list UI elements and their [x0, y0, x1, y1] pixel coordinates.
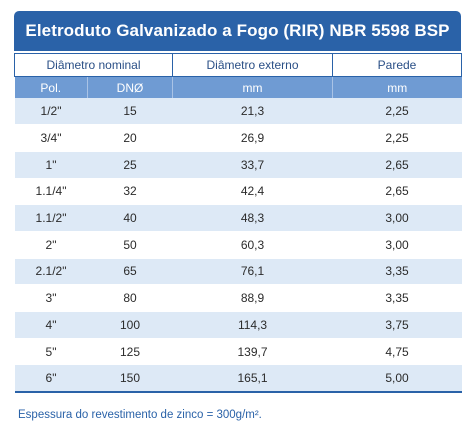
zinc-coating-note: Espessura do revestimento de zinco = 300… — [18, 409, 262, 421]
cell-pol: 4" — [14, 311, 88, 339]
cell-wall: 4,75 — [332, 338, 462, 366]
cell-ext: 165,1 — [172, 364, 333, 393]
cell-wall: 5,00 — [332, 364, 462, 393]
cell-ext: 76,1 — [172, 258, 333, 286]
cell-dn: 80 — [87, 284, 173, 312]
cell-ext: 42,4 — [172, 178, 333, 206]
cell-dn: 40 — [87, 204, 173, 232]
cell-wall: 3,35 — [332, 284, 462, 312]
cell-pol: 5" — [14, 338, 88, 366]
table-row: 1/2" 15 21,3 2,25 — [14, 98, 462, 126]
cell-pol: 3" — [14, 284, 88, 312]
header-diametro-externo: Diâmetro externo — [172, 53, 334, 77]
cell-ext: 48,3 — [172, 204, 333, 232]
table-row: 3/4" 20 26,9 2,25 — [14, 124, 462, 152]
table-row: 6" 150 165,1 5,00 — [14, 364, 462, 393]
cell-ext: 114,3 — [172, 311, 333, 339]
cell-ext: 60,3 — [172, 231, 333, 259]
cell-pol: 2.1/2" — [14, 258, 88, 286]
cell-pol: 1" — [14, 151, 88, 179]
cell-dn: 100 — [87, 311, 173, 339]
cell-ext: 139,7 — [172, 338, 333, 366]
cell-ext: 21,3 — [172, 98, 333, 126]
table-row: 2" 50 60,3 3,00 — [14, 231, 462, 259]
cell-wall: 3,00 — [332, 231, 462, 259]
group-header-row: Diâmetro nominal Diâmetro externo Parede — [13, 53, 463, 77]
cell-ext: 88,9 — [172, 284, 333, 312]
cell-dn: 15 — [87, 98, 173, 126]
table-row: 5" 125 139,7 4,75 — [14, 338, 462, 366]
cell-wall: 3,75 — [332, 311, 462, 339]
cell-pol: 1/2" — [14, 98, 88, 126]
cell-wall: 2,25 — [332, 124, 462, 152]
header-dn: DNØ — [87, 76, 174, 98]
cell-dn: 32 — [87, 178, 173, 206]
table-title: Eletroduto Galvanizado a Fogo (RIR) NBR … — [14, 11, 461, 51]
table-row: 4" 100 114,3 3,75 — [14, 311, 462, 339]
cell-pol: 1.1/2" — [14, 204, 88, 232]
cell-ext: 33,7 — [172, 151, 333, 179]
header-unit-externo: mm — [172, 76, 334, 98]
cell-dn: 150 — [87, 364, 173, 393]
cell-pol: 2" — [14, 231, 88, 259]
cell-wall: 2,65 — [332, 151, 462, 179]
cell-dn: 25 — [87, 151, 173, 179]
table-row: 1.1/4" 32 42,4 2,65 — [14, 178, 462, 206]
table-row: 1.1/2" 40 48,3 3,00 — [14, 204, 462, 232]
header-unit-parede: mm — [332, 76, 462, 98]
spec-table: Diâmetro nominal Diâmetro externo Parede… — [13, 53, 463, 393]
table-row: 2.1/2" 65 76,1 3,35 — [14, 258, 462, 286]
cell-pol: 1.1/4" — [14, 178, 88, 206]
cell-ext: 26,9 — [172, 124, 333, 152]
cell-pol: 6" — [14, 364, 88, 393]
header-pol: Pol. — [14, 76, 88, 98]
table-row: 3" 80 88,9 3,35 — [14, 284, 462, 312]
cell-dn: 20 — [87, 124, 173, 152]
header-diametro-nominal: Diâmetro nominal — [13, 53, 174, 77]
cell-dn: 125 — [87, 338, 173, 366]
cell-wall: 3,35 — [332, 258, 462, 286]
cell-wall: 2,65 — [332, 178, 462, 206]
cell-pol: 3/4" — [14, 124, 88, 152]
header-parede: Parede — [332, 53, 463, 77]
cell-dn: 50 — [87, 231, 173, 259]
cell-dn: 65 — [87, 258, 173, 286]
cell-wall: 2,25 — [332, 98, 462, 126]
unit-header-row: Pol. DNØ mm mm — [14, 76, 462, 98]
cell-wall: 3,00 — [332, 204, 462, 232]
table-row: 1" 25 33,7 2,65 — [14, 151, 462, 179]
